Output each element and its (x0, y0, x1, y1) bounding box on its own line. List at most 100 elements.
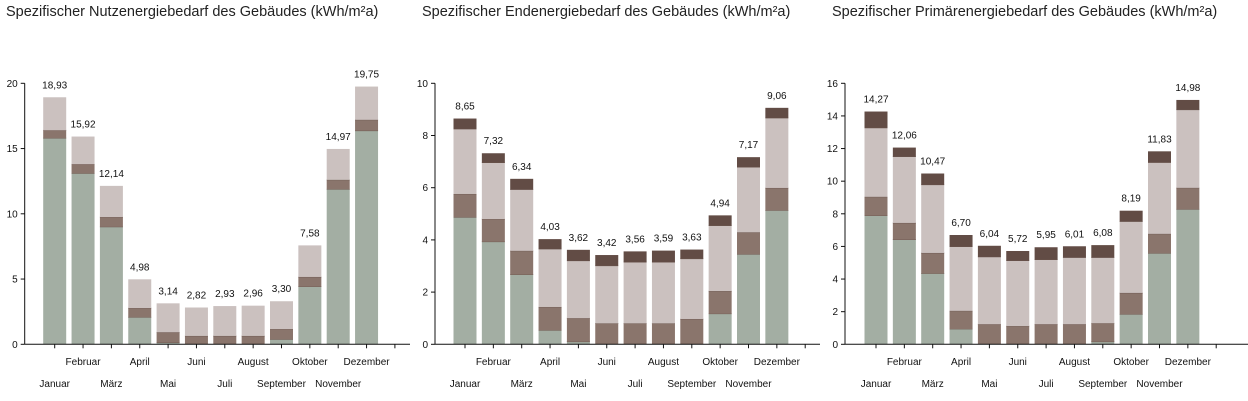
bar-segment-4 (1148, 151, 1171, 163)
x-tick-label: Juli (217, 379, 232, 390)
y-tick-label: 20 (7, 79, 19, 90)
bar-segment-3 (1119, 221, 1143, 293)
bar-segment-4 (1176, 99, 1200, 110)
bar-segment-3 (481, 162, 505, 220)
x-tick-label: November (315, 379, 362, 390)
bar-segment-2 (1006, 326, 1030, 345)
bar-segment-3 (651, 262, 675, 324)
bar-segment-2 (892, 222, 916, 240)
x-tick-label: Mai (570, 379, 586, 390)
bar-segment-2 (1148, 233, 1171, 254)
data-label: 4,98 (130, 262, 150, 273)
bar-segment-1 (43, 138, 67, 345)
data-label: 6,04 (980, 229, 1000, 240)
bar-segment-3 (680, 258, 704, 319)
data-label: 14,27 (863, 95, 888, 106)
bar-segment-3 (708, 225, 732, 292)
bar-segment-2 (538, 306, 562, 331)
data-label: 2,82 (187, 290, 207, 301)
bar-segment-1 (1119, 314, 1143, 345)
bar-segment-4 (864, 111, 888, 128)
y-tick-label: 8 (832, 209, 838, 220)
data-label: 9,06 (767, 91, 787, 102)
bar-segment-1 (864, 215, 888, 345)
bar-segment-4 (595, 255, 619, 266)
bar-segment-3 (538, 249, 562, 307)
bar-segment-2 (680, 318, 704, 345)
bar-segment-3 (298, 245, 322, 277)
x-tick-label: Juni (187, 357, 205, 368)
bar-segment-1 (71, 173, 95, 345)
bar-segment-3 (156, 303, 180, 333)
x-tick-label: September (1078, 379, 1128, 390)
data-label: 4,94 (710, 198, 730, 209)
x-tick-label: Juni (598, 357, 616, 368)
bar-segment-2 (1119, 292, 1143, 315)
x-tick-label: Januar (39, 379, 70, 390)
bar-segment-3 (213, 306, 237, 336)
bar-segment-3 (99, 185, 123, 218)
bar-segment-2 (737, 232, 760, 255)
bar-segment-4 (977, 245, 1001, 257)
data-label: 6,01 (1065, 229, 1085, 240)
x-tick-label: Oktober (1113, 357, 1149, 368)
data-label: 2,96 (243, 289, 263, 300)
data-label: 12,06 (892, 131, 917, 142)
data-label: 7,17 (739, 140, 759, 151)
bar-segment-4 (708, 215, 732, 226)
bar-segment-2 (623, 323, 647, 345)
y-tick-label: 14 (827, 111, 839, 122)
bar-segment-4 (651, 250, 675, 263)
bar-segment-2 (156, 332, 180, 343)
y-tick-label: 5 (12, 275, 18, 286)
y-tick-label: 10 (7, 209, 19, 220)
bar-segment-1 (270, 339, 293, 345)
bar-segment-3 (128, 279, 152, 309)
y-tick-label: 12 (827, 144, 839, 155)
bar-segment-2 (270, 329, 293, 340)
bar-segment-4 (510, 178, 534, 190)
x-tick-label: August (1059, 357, 1090, 368)
y-tick-label: 0 (422, 340, 428, 351)
bar-segment-2 (921, 252, 945, 274)
bar-segment-2 (241, 335, 265, 345)
bar-segment-1 (99, 226, 123, 345)
data-label: 8,65 (455, 102, 475, 113)
bar-segment-2 (765, 187, 789, 211)
bar-segment-3 (510, 189, 534, 251)
bar-segment-4 (680, 249, 704, 259)
x-tick-label: April (130, 357, 150, 368)
bar-segment-1 (892, 239, 916, 345)
data-label: 3,30 (272, 284, 292, 295)
bar-segment-3 (71, 136, 95, 165)
x-tick-label: August (648, 357, 679, 368)
chart-title-endenergie: Spezifischer Endenergiebedarf des Gebäud… (422, 4, 791, 20)
data-label: 5,95 (1036, 230, 1056, 241)
y-tick-label: 4 (422, 235, 428, 246)
bar-segment-2 (977, 324, 1001, 345)
bar-segment-4 (1091, 245, 1115, 258)
chart-title-nutzenergie: Spezifischer Nutzenergiebedarf des Gebäu… (6, 4, 379, 20)
bar-segment-4 (481, 153, 505, 163)
data-label: 3,42 (597, 238, 617, 249)
bar-segment-2 (864, 196, 888, 216)
x-tick-label: Mai (160, 379, 176, 390)
bar-segment-3 (43, 97, 67, 131)
bar-segment-3 (892, 156, 916, 223)
bar-segment-2 (510, 250, 534, 275)
data-label: 3,56 (625, 234, 645, 245)
bar-segment-3 (1006, 260, 1030, 327)
x-tick-label: September (257, 379, 307, 390)
data-label: 7,32 (484, 136, 504, 147)
bar-segment-4 (623, 251, 647, 263)
data-label: 3,59 (654, 234, 674, 245)
bar-segment-1 (481, 241, 505, 345)
data-label: 15,92 (71, 120, 96, 131)
bar-segment-4 (765, 107, 789, 119)
bar-segment-3 (453, 128, 477, 194)
bar-segment-4 (1062, 246, 1086, 258)
bar-segment-1 (298, 286, 322, 345)
bar-segment-2 (1034, 324, 1058, 345)
bar-segment-4 (737, 157, 760, 168)
